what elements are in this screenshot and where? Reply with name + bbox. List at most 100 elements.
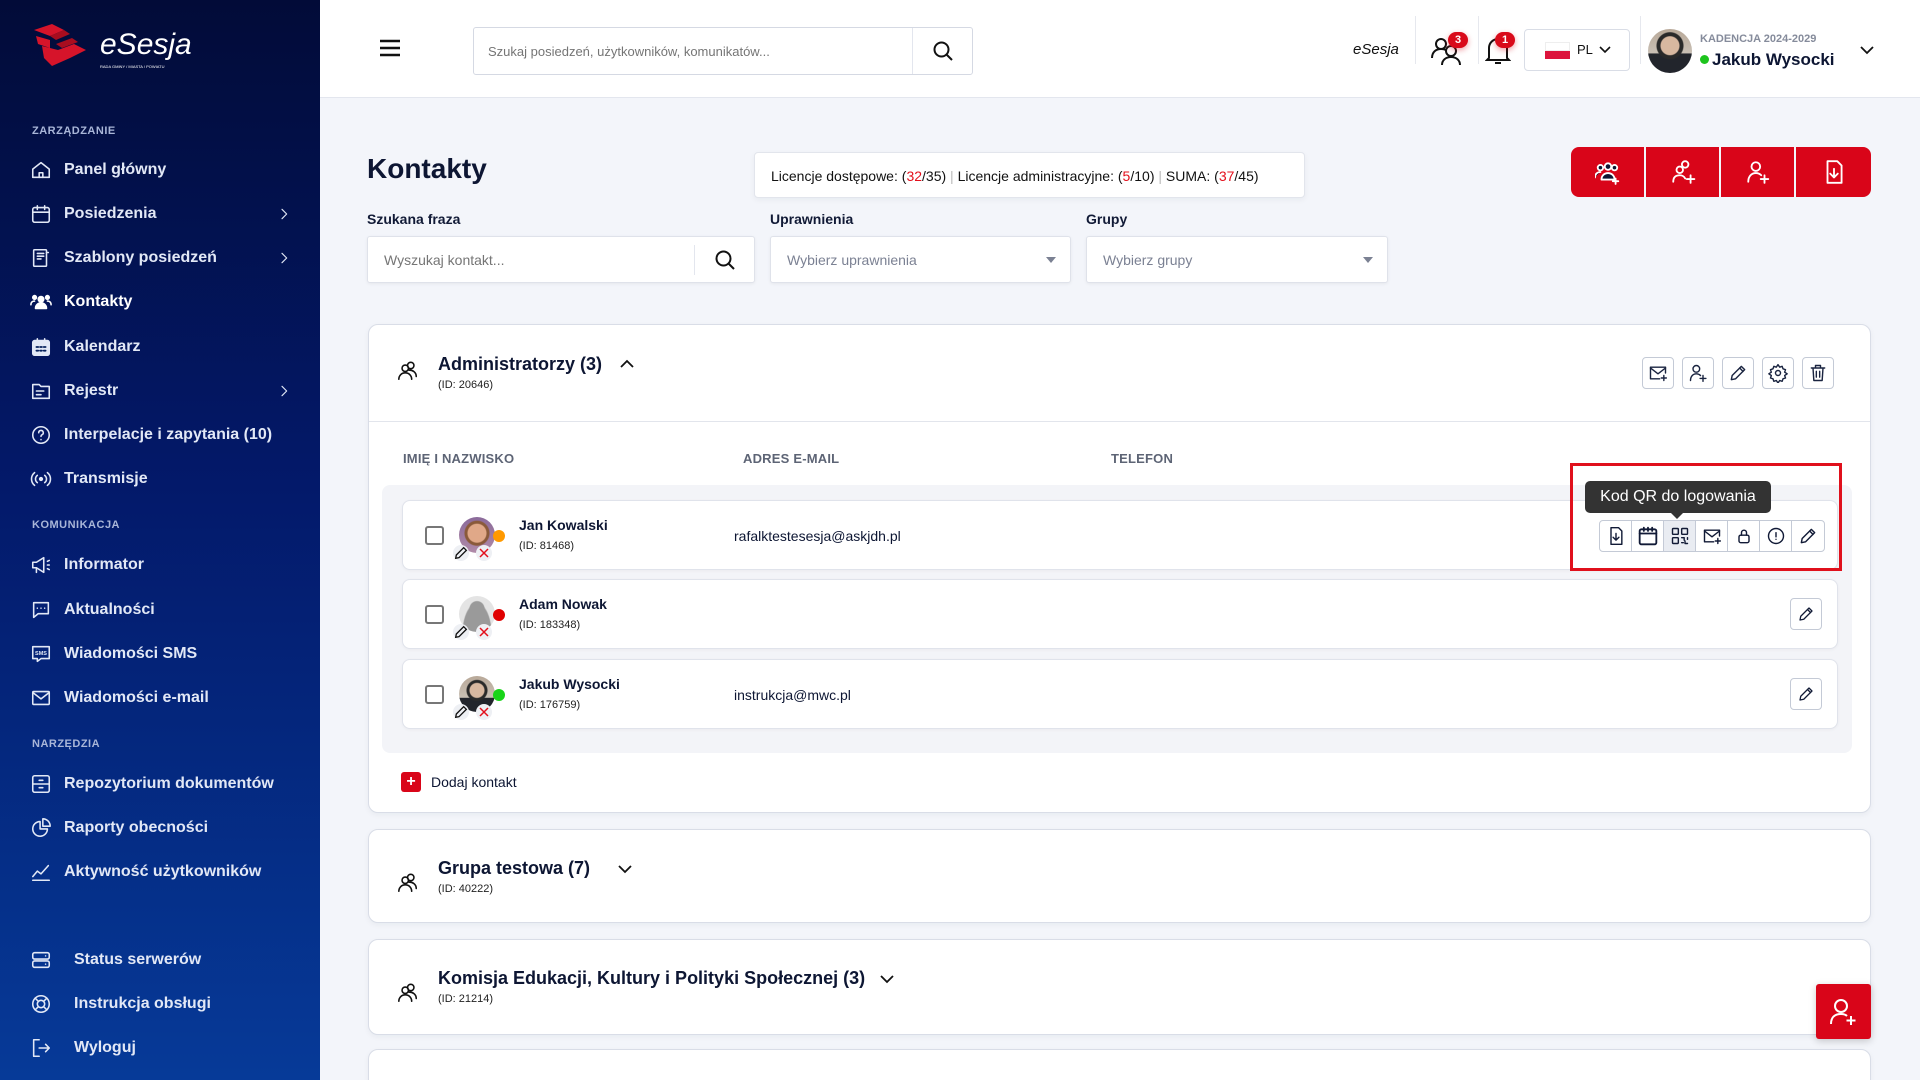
sidebar-item-kalendarz[interactable]: Kalendarz <box>0 329 320 365</box>
row-checkbox[interactable] <box>425 685 444 704</box>
sidebar-item-panel-glowny[interactable]: Panel główny <box>0 152 320 188</box>
search-label: Szukana fraza <box>367 211 461 227</box>
language-select[interactable]: PL <box>1524 29 1630 71</box>
add-contact-button[interactable]: + Dodaj kontakt <box>401 772 517 792</box>
sidebar-item-instrukcja-obslugi[interactable]: Instrukcja obsługi <box>0 986 320 1022</box>
permissions-label: Uprawnienia <box>770 211 854 227</box>
remove-avatar-button[interactable] <box>476 545 492 561</box>
permissions-placeholder: Wybierz uprawnienia <box>787 252 917 268</box>
sidebar-item-posiedzenia[interactable]: Posiedzenia <box>0 196 320 232</box>
sidebar-item-aktywnosc-uzytkownikow[interactable]: Aktywność użytkowników <box>0 854 320 890</box>
sidebar-item-status-serwerow[interactable]: Status serwerów <box>0 942 320 978</box>
sidebar-item-aktualnosci[interactable]: Aktualności <box>0 592 320 628</box>
permissions-select[interactable]: Wybierz uprawnienia <box>770 236 1071 283</box>
group-title[interactable]: Administratorzy (3) <box>438 354 603 374</box>
notifications-button[interactable]: 1 <box>1480 30 1520 70</box>
sidebar-item-informator[interactable]: Informator <box>0 547 320 583</box>
logo-subtext: RADA GMINY / MIASTA / POWIATU <box>100 64 165 69</box>
chevron-up-icon[interactable] <box>620 359 634 368</box>
search-icon <box>933 41 953 61</box>
group-title[interactable]: Grupa testowa (7) <box>438 858 591 878</box>
chevron-down-icon[interactable] <box>618 865 632 874</box>
contact-search-input[interactable] <box>384 237 684 282</box>
sidebar-item-rejestr[interactable]: Rejestr <box>0 373 320 409</box>
status-dot <box>493 689 505 701</box>
contact-search <box>367 236 755 283</box>
global-search-button[interactable] <box>912 28 972 74</box>
send-message-button[interactable] <box>1696 521 1728 551</box>
export-file-button[interactable] <box>1796 147 1871 197</box>
divider <box>1478 16 1479 64</box>
info-button[interactable] <box>1760 521 1792 551</box>
chevron-down-icon[interactable] <box>1860 46 1874 55</box>
calendar-grid-icon <box>30 336 52 358</box>
online-users-button[interactable]: 3 <box>1420 30 1470 70</box>
sidebar-item-szablony-posiedzen[interactable]: Szablony posiedzeń <box>0 240 320 276</box>
send-message-button[interactable] <box>1642 357 1674 389</box>
add-group-button[interactable] <box>1571 147 1644 197</box>
license-summary: Licencje dostępowe: (32/35) | Licencje a… <box>754 152 1305 198</box>
add-user-button[interactable] <box>1721 147 1794 197</box>
edit-group-button[interactable] <box>1722 357 1754 389</box>
edit-button[interactable] <box>1792 521 1824 551</box>
sidebar-item-wiadomosci-e-mail[interactable]: Wiadomości e-mail <box>0 680 320 716</box>
permissions-button[interactable] <box>1728 521 1760 551</box>
logo-mark-icon <box>34 24 86 66</box>
sidebar-item-interpelacje-i-zapytania-10[interactable]: Interpelacje i zapytania (10) <box>0 417 320 453</box>
qr-login-button[interactable] <box>1664 521 1696 551</box>
group-settings-button[interactable] <box>1762 357 1794 389</box>
add-users-button[interactable] <box>1646 147 1719 197</box>
users-icon <box>30 291 52 313</box>
row-checkbox[interactable] <box>425 605 444 624</box>
export-button[interactable] <box>1600 521 1632 551</box>
group-card-komisja[interactable] <box>368 939 1871 1035</box>
sidebar-item-raporty-obecnosci[interactable]: Raporty obecności <box>0 810 320 846</box>
line-chart-icon <box>30 861 52 883</box>
add-member-button[interactable] <box>1682 357 1714 389</box>
caret-down-icon <box>1046 257 1056 263</box>
sidebar-item-label: Szablony posiedzeń <box>64 249 217 266</box>
pencil-icon <box>1798 526 1818 546</box>
group-card-grupa-testowa[interactable] <box>368 829 1871 923</box>
hamburger-menu-button[interactable] <box>379 39 401 57</box>
column-header: ADRES E-MAIL <box>743 451 840 466</box>
qr-code-icon <box>1670 526 1690 546</box>
group-title[interactable]: Komisja Edukacji, Kultury i Polityki Spo… <box>438 968 866 988</box>
sidebar-item-transmisje[interactable]: Transmisje <box>0 461 320 497</box>
sidebar-item-wyloguj[interactable]: Wyloguj <box>0 1030 320 1066</box>
global-search-input[interactable] <box>488 28 908 74</box>
sidebar-item-repozytorium-dokumentow[interactable]: Repozytorium dokumentów <box>0 766 320 802</box>
edit-contact-button[interactable] <box>1790 678 1822 710</box>
menu-icon <box>380 39 400 57</box>
sidebar-item-kontakty[interactable]: Kontakty <box>0 284 320 320</box>
sidebar-item-label: Wyloguj <box>74 1039 136 1056</box>
edit-avatar-button[interactable] <box>453 545 469 561</box>
contact-id: (ID: 81468) <box>519 540 575 552</box>
row-checkbox[interactable] <box>425 526 444 545</box>
group-card-next[interactable] <box>368 1049 1871 1080</box>
floating-add-contact-button[interactable] <box>1816 984 1871 1039</box>
remove-avatar-button[interactable] <box>476 704 492 720</box>
admin-used: 5 <box>1122 168 1131 184</box>
groups-select[interactable]: Wybierz grupy <box>1086 236 1388 283</box>
home-icon <box>30 159 52 181</box>
edit-contact-button[interactable] <box>1790 598 1822 630</box>
chevron-down-icon[interactable] <box>880 975 894 984</box>
divider <box>1640 16 1641 64</box>
sidebar-item-label: Posiedzenia <box>64 205 157 222</box>
edit-avatar-button[interactable] <box>453 624 469 640</box>
contact-email: instrukcja@mwc.pl <box>734 687 851 703</box>
sidebar-item-label: Informator <box>64 556 144 573</box>
contact-search-button[interactable] <box>694 245 754 275</box>
calendar-button[interactable] <box>1632 521 1664 551</box>
chevron-down-icon <box>1599 46 1611 54</box>
remove-avatar-button[interactable] <box>476 624 492 640</box>
sidebar-item-wiadomosci-sms[interactable]: SMS Wiadomości SMS <box>0 636 320 672</box>
edit-avatar-button[interactable] <box>453 704 469 720</box>
esesja-logo[interactable]: eSesja RADA GMINY / MIASTA / POWIATU <box>30 22 192 70</box>
pencil-icon <box>1797 605 1815 623</box>
user-avatar <box>1648 29 1692 73</box>
delete-group-button[interactable] <box>1802 357 1834 389</box>
user-menu[interactable]: KADENCJA 2024-2029 Jakub Wysocki <box>1648 26 1878 74</box>
add-user-icon <box>1688 363 1708 383</box>
